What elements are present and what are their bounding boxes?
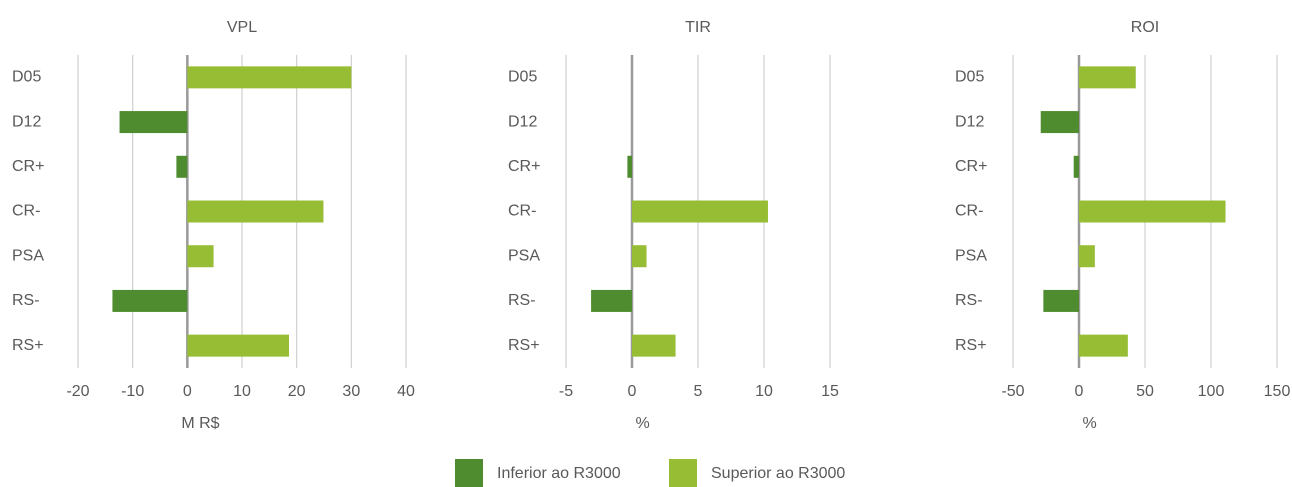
y-tick-label: PSA bbox=[12, 247, 44, 264]
bar bbox=[1073, 155, 1079, 178]
x-tick-label: 0 bbox=[183, 383, 192, 400]
chart-title: TIR bbox=[685, 19, 711, 36]
legend-label: Inferior ao R3000 bbox=[497, 465, 621, 482]
bar bbox=[1079, 334, 1128, 357]
bar bbox=[187, 334, 290, 357]
x-tick-label: 10 bbox=[233, 383, 251, 400]
x-axis-label: % bbox=[1082, 415, 1096, 432]
y-tick-label: D05 bbox=[955, 69, 984, 86]
x-axis-label: M R$ bbox=[181, 415, 219, 432]
y-tick-label: RS- bbox=[508, 292, 536, 309]
x-tick-label: 20 bbox=[288, 383, 306, 400]
legend-swatch bbox=[669, 459, 697, 487]
bar bbox=[1079, 200, 1226, 223]
x-tick-label: 10 bbox=[755, 383, 773, 400]
y-tick-label: PSA bbox=[508, 247, 540, 264]
x-tick-label: 30 bbox=[342, 383, 360, 400]
bar bbox=[187, 245, 214, 268]
y-tick-label: RS+ bbox=[12, 337, 44, 354]
bar bbox=[187, 66, 352, 89]
bar bbox=[627, 155, 632, 178]
bar bbox=[1040, 111, 1079, 134]
y-tick-label: CR- bbox=[12, 203, 40, 220]
chart-title: ROI bbox=[1131, 19, 1159, 36]
y-tick-label: CR+ bbox=[955, 158, 987, 175]
y-tick-label: D12 bbox=[955, 113, 984, 130]
bar bbox=[632, 334, 676, 357]
y-tick-label: D05 bbox=[508, 69, 537, 86]
y-tick-label: D12 bbox=[508, 113, 537, 130]
x-tick-label: 40 bbox=[397, 383, 415, 400]
x-axis-label: % bbox=[635, 415, 649, 432]
y-tick-label: D05 bbox=[12, 69, 41, 86]
x-tick-label: 5 bbox=[694, 383, 703, 400]
x-tick-label: -50 bbox=[1001, 383, 1024, 400]
legend-label: Superior ao R3000 bbox=[711, 465, 845, 482]
bar bbox=[187, 200, 324, 223]
y-tick-label: RS+ bbox=[508, 337, 540, 354]
bar bbox=[119, 111, 188, 134]
bar bbox=[112, 289, 188, 312]
y-tick-label: CR- bbox=[955, 203, 983, 220]
bar bbox=[176, 155, 188, 178]
x-tick-label: 100 bbox=[1198, 383, 1225, 400]
y-tick-label: D12 bbox=[12, 113, 41, 130]
bar bbox=[1079, 66, 1136, 89]
x-tick-label: -10 bbox=[121, 383, 144, 400]
y-tick-label: CR+ bbox=[508, 158, 540, 175]
bar bbox=[591, 289, 632, 312]
x-tick-label: 0 bbox=[1075, 383, 1084, 400]
x-tick-label: 150 bbox=[1264, 383, 1291, 400]
x-tick-label: 0 bbox=[628, 383, 637, 400]
bar bbox=[632, 200, 768, 223]
chart-title: VPL bbox=[227, 19, 257, 36]
bar bbox=[1079, 245, 1095, 268]
bar bbox=[632, 245, 647, 268]
x-tick-label: 50 bbox=[1136, 383, 1154, 400]
y-tick-label: RS+ bbox=[955, 337, 987, 354]
x-tick-label: 15 bbox=[821, 383, 839, 400]
y-tick-label: PSA bbox=[955, 247, 987, 264]
legend-swatch bbox=[455, 459, 483, 487]
y-tick-label: RS- bbox=[12, 292, 40, 309]
y-tick-label: CR- bbox=[508, 203, 536, 220]
x-tick-label: -5 bbox=[559, 383, 573, 400]
bar bbox=[1043, 289, 1079, 312]
x-tick-label: -20 bbox=[66, 383, 89, 400]
y-tick-label: CR+ bbox=[12, 158, 44, 175]
y-tick-label: RS- bbox=[955, 292, 983, 309]
